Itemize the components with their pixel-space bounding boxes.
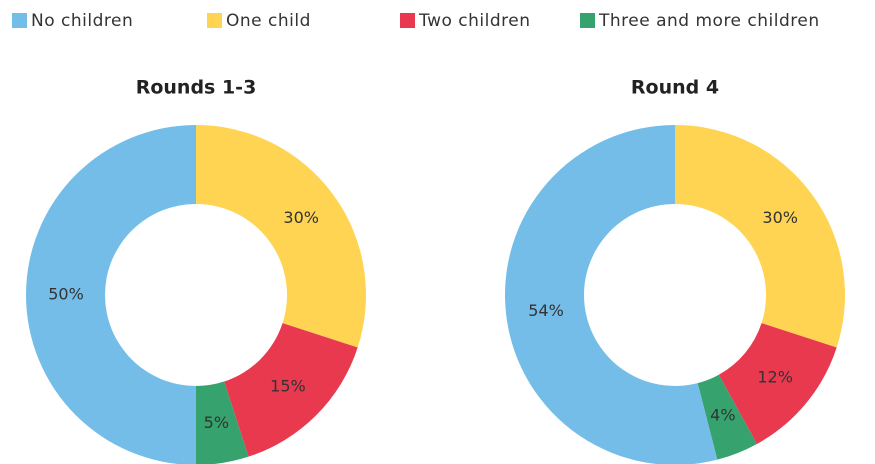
donut-slice (718, 323, 837, 444)
value-label: 30% (283, 208, 319, 227)
donut-slice (196, 125, 366, 348)
value-label: 15% (270, 376, 306, 395)
legend-swatch (400, 13, 415, 28)
legend-swatch (580, 13, 595, 28)
chart-title: Rounds 1-3 (136, 77, 257, 99)
value-label: 30% (762, 208, 798, 227)
donut-slice (504, 125, 718, 464)
value-label: 4% (710, 405, 735, 424)
value-label: 5% (204, 413, 229, 432)
legend-swatch (12, 13, 27, 28)
chart-title: Round 4 (631, 77, 719, 99)
donut-slice (224, 323, 358, 457)
value-label: 54% (528, 301, 564, 320)
legend-swatch (207, 13, 222, 28)
legend-label: One child (226, 11, 311, 31)
value-label: 12% (757, 367, 793, 386)
donut-slice (26, 125, 196, 464)
donut-slice (697, 374, 757, 460)
value-label: 50% (48, 285, 84, 304)
legend-label: No children (31, 11, 133, 31)
legend-label: Three and more children (598, 11, 820, 31)
legend-label: Two children (418, 11, 531, 31)
donut-slice (675, 125, 845, 348)
donut-slice (196, 381, 249, 464)
